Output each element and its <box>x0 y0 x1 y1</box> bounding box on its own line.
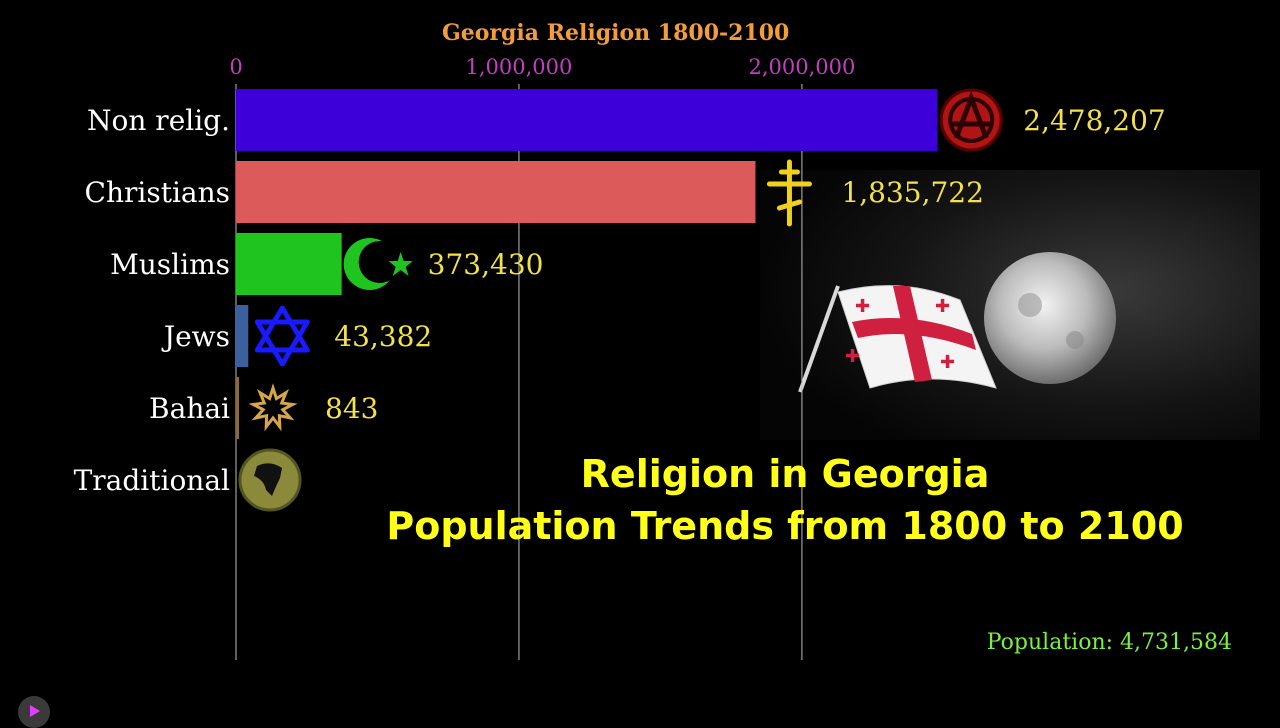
x-tick-label: 1,000,000 <box>466 55 573 79</box>
value-label: 843 <box>325 392 378 425</box>
georgia-flag-image: ✚ ✚ ✚ ✚ <box>798 285 997 393</box>
bahai-star-icon <box>248 383 298 432</box>
svg-text:✚: ✚ <box>845 346 860 367</box>
svg-text:✚: ✚ <box>935 296 950 317</box>
star-of-david-icon <box>254 305 310 367</box>
svg-text:✚: ✚ <box>940 352 955 373</box>
moon-crater <box>1066 331 1084 349</box>
overlay-title-line1: Religion in Georgia <box>580 452 990 496</box>
category-label: Jews <box>161 320 230 353</box>
category-label: Bahai <box>149 392 230 425</box>
bar <box>236 89 938 151</box>
background-image: ✚ ✚ ✚ ✚ <box>760 170 1260 440</box>
bar <box>236 161 756 223</box>
bar <box>236 377 239 439</box>
population-total: Population: 4,731,584 <box>986 630 1232 655</box>
value-label: 1,835,722 <box>841 176 984 209</box>
overlay-title-line2: Population Trends from 1800 to 2100 <box>386 504 1184 548</box>
value-label: 2,478,207 <box>1023 104 1166 137</box>
category-label: Muslims <box>110 248 230 281</box>
value-label: 43,382 <box>334 320 432 353</box>
orthodox-cross-icon <box>766 159 812 227</box>
value-labels: 2,478,207 1,835,722 373,430 43,382 843 <box>325 104 1166 425</box>
anarchy-a-icon <box>939 88 1003 152</box>
category-label: Christians <box>85 176 230 209</box>
x-tick-labels: 0 1,000,000 2,000,000 <box>229 55 855 79</box>
bar <box>236 233 342 295</box>
crescent-star-icon <box>343 238 413 290</box>
chart-title: Georgia Religion 1800-2100 <box>442 20 790 46</box>
bars <box>236 89 938 439</box>
religion-icons <box>238 88 1003 512</box>
value-label: 373,430 <box>428 248 544 281</box>
svg-text:✚: ✚ <box>855 296 870 317</box>
moon-image <box>984 252 1116 384</box>
moon-crater <box>1018 293 1042 317</box>
category-labels: Non relig. Christians Muslims Jews Bahai Trad… <box>74 104 230 497</box>
africa-emblem-icon <box>238 448 302 512</box>
bar <box>236 305 249 367</box>
x-tick-label: 2,000,000 <box>748 55 855 79</box>
play-button[interactable] <box>18 696 50 728</box>
x-tick-label: 0 <box>229 55 242 79</box>
category-label: Traditional <box>74 464 230 497</box>
category-label: Non relig. <box>87 104 230 137</box>
overlay-title: Religion in Georgia Population Trends fr… <box>320 448 1250 552</box>
